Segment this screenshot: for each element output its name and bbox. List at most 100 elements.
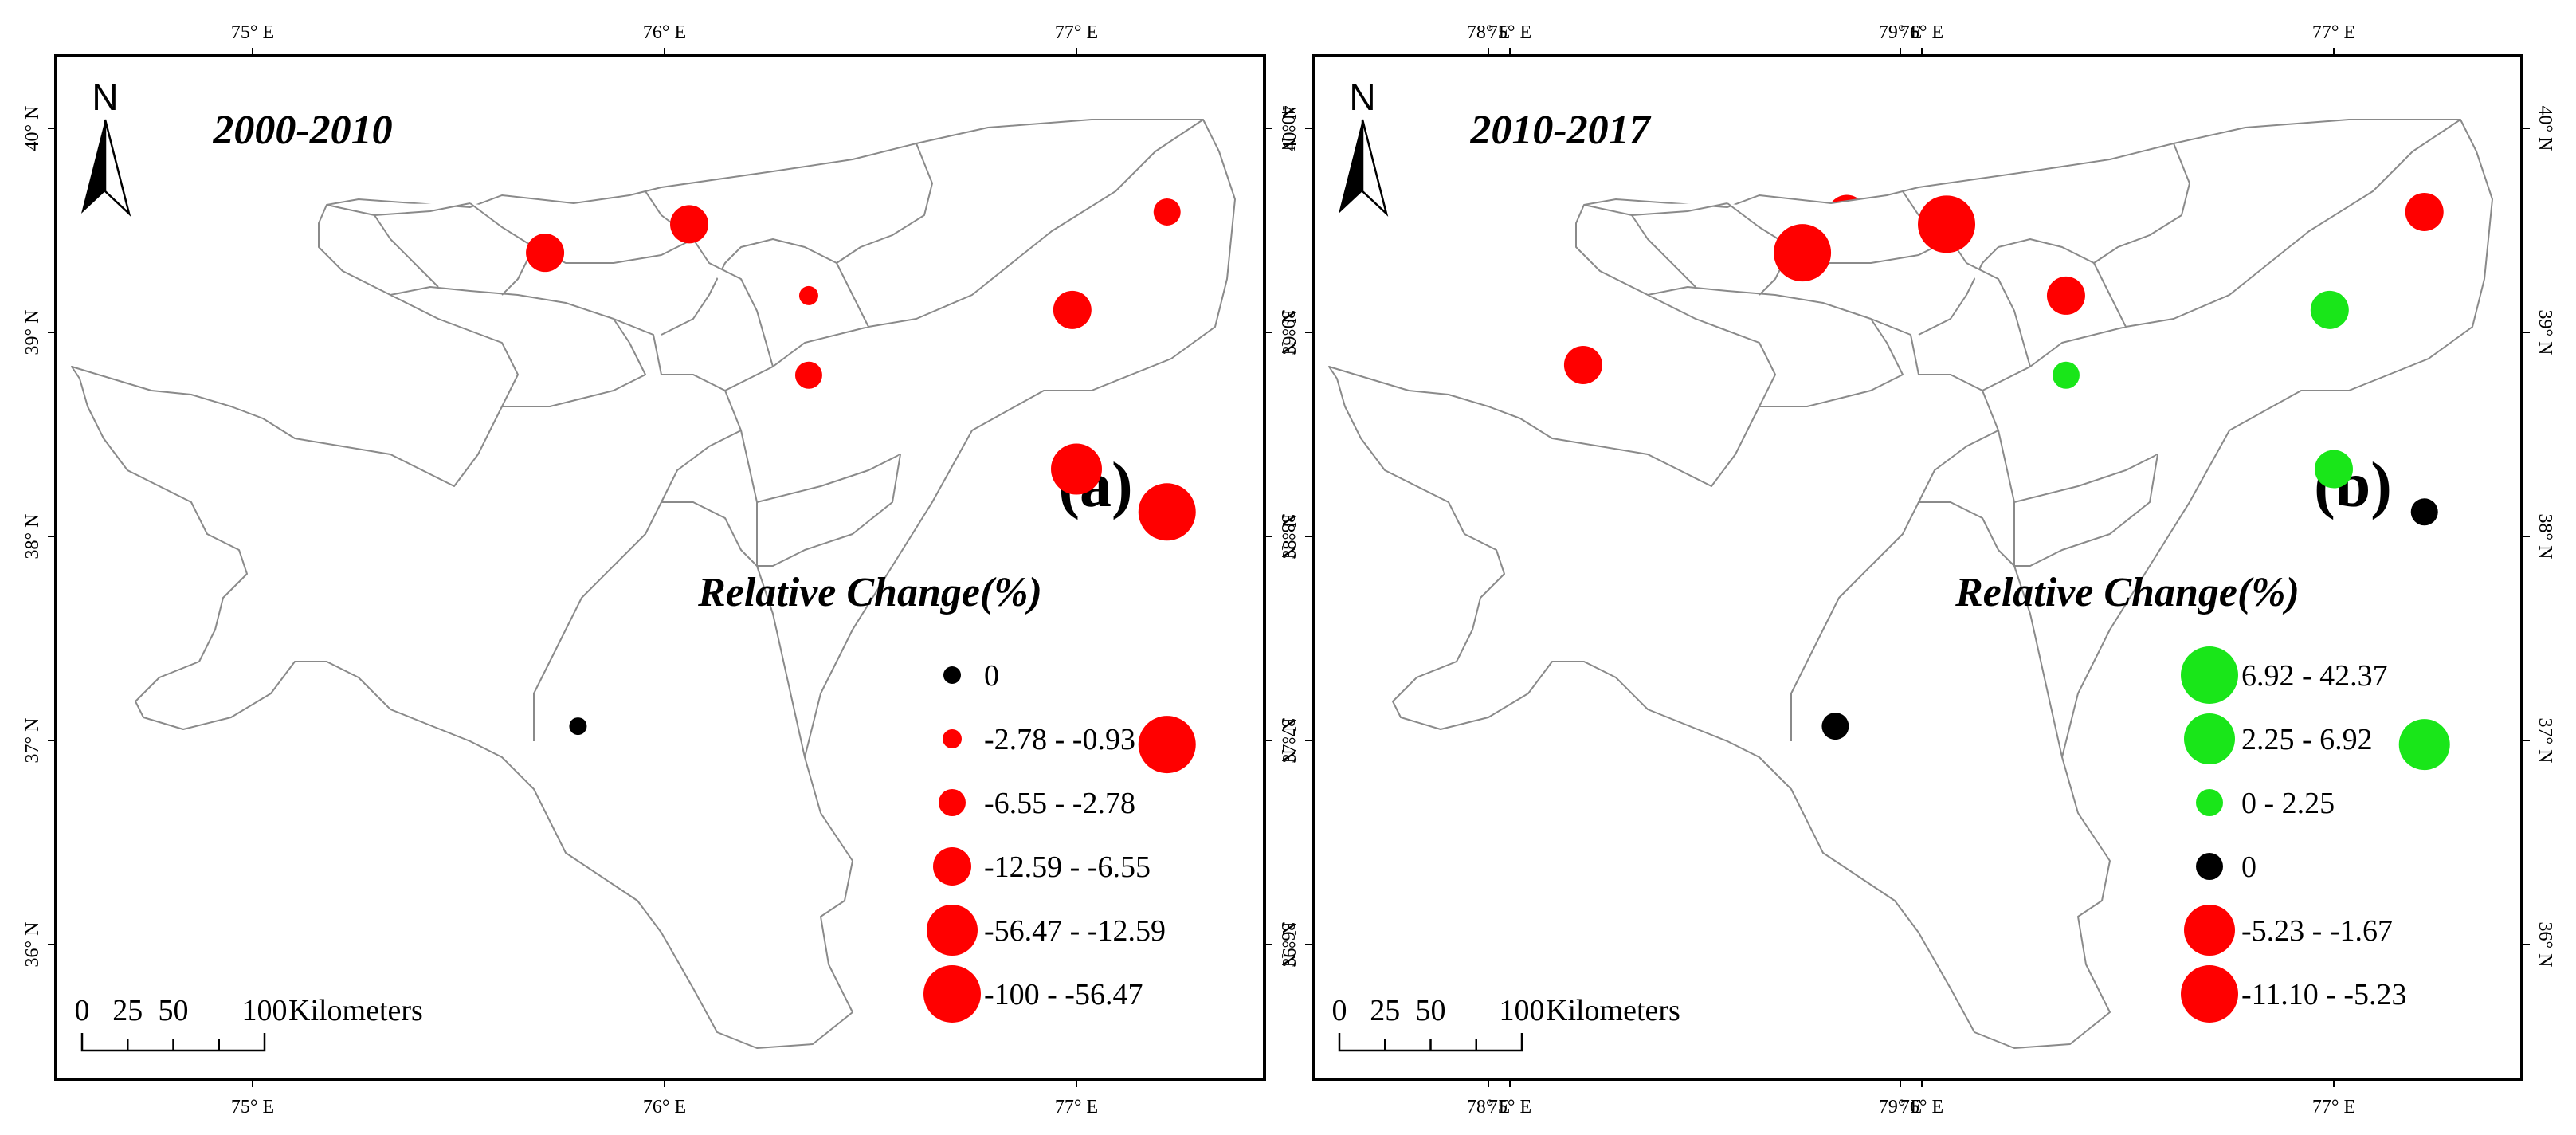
scale-unit-label: Kilometers xyxy=(1546,994,1680,1027)
legend-title: Relative Change(%) xyxy=(697,570,1042,615)
station-marker xyxy=(1153,198,1181,226)
legend-entry-label: 6.92 - 42.37 xyxy=(2241,659,2388,693)
lat-tick-label-right: 40° N xyxy=(1277,106,1298,151)
lat-tick-label-right: 36° N xyxy=(1277,922,1298,968)
map-panel-a: 75° E 75° E 76° E 76° E 77° E 77° E 78° E 78° E… xyxy=(22,22,1922,1117)
station-marker xyxy=(1563,345,1602,384)
lon-tick-label-bottom: 79° E xyxy=(1879,1097,1922,1117)
county-boundary xyxy=(756,565,806,758)
lat-tick-label-left: 39° N xyxy=(1280,310,1300,355)
county-boundary xyxy=(469,202,694,264)
lat-tick-label-left: 36° N xyxy=(22,922,43,968)
legend-symbol xyxy=(2181,965,2238,1023)
lon-tick-label-top: 79° E xyxy=(1879,22,1922,43)
legend-entry-label: -100 - -56.47 xyxy=(984,978,1143,1011)
scale-tick-label: 0 xyxy=(75,994,90,1027)
map-frame xyxy=(54,54,1266,1081)
lat-tick-label-left: 37° N xyxy=(1280,718,1300,764)
county-boundary xyxy=(757,454,901,567)
station-marker xyxy=(2315,450,2353,489)
lat-tick-label-left: 38° N xyxy=(22,514,43,560)
map-panel-b: 75° E 75° E 76° E 76° E 77° E 77° E 78° E 78° E… xyxy=(1280,22,2555,1117)
region-boundary xyxy=(1328,119,2493,1049)
station-marker xyxy=(1051,443,1102,495)
legend-entry-label: -5.23 - -1.67 xyxy=(2241,914,2393,948)
station-marker xyxy=(1918,195,1976,253)
county-boundary xyxy=(374,214,439,288)
county-boundary xyxy=(2093,143,2190,264)
region-boundary xyxy=(71,119,1236,1049)
legend-entry-label: -12.59 - -6.55 xyxy=(984,850,1151,884)
legend-symbol xyxy=(943,666,961,684)
county-boundary xyxy=(1759,318,1904,407)
station-marker xyxy=(2405,192,2444,231)
legend-symbol xyxy=(943,729,962,748)
county-boundary xyxy=(1950,238,2031,367)
county-boundary xyxy=(2013,454,2158,503)
legend-symbol xyxy=(2181,646,2238,704)
legend-entry-label: 2.25 - 6.92 xyxy=(2241,723,2373,756)
county-boundary xyxy=(661,501,758,567)
lat-tick-label-right: 40° N xyxy=(2535,106,2555,151)
county-boundary xyxy=(1919,501,2015,567)
legend-entry-label: -2.78 - -0.93 xyxy=(984,723,1135,756)
county-boundary xyxy=(326,202,471,216)
station-marker xyxy=(2410,498,2438,526)
scale-tick-label: 25 xyxy=(112,994,143,1027)
county-boundary xyxy=(502,318,646,407)
legend-symbol xyxy=(2184,905,2235,956)
period-title: 2010-2017 xyxy=(1469,108,1651,153)
legend-title: Relative Change(%) xyxy=(1955,570,2300,615)
lon-tick-label-bottom: 77° E xyxy=(1055,1097,1098,1117)
period-title: 2000-2010 xyxy=(212,108,392,153)
county-boundary xyxy=(2014,454,2158,567)
legend-entry-label: 0 xyxy=(984,659,999,693)
scale-tick-label: 100 xyxy=(1500,994,1545,1027)
legend-symbol xyxy=(927,905,978,956)
lat-tick-label-left: 40° N xyxy=(1280,106,1300,151)
station-marker xyxy=(2310,290,2349,329)
county-boundary xyxy=(1631,214,1696,288)
station-marker xyxy=(2052,361,2080,389)
legend-symbol xyxy=(939,789,966,816)
station-marker xyxy=(569,717,587,736)
lat-tick-label-right: 39° N xyxy=(2535,310,2555,355)
scale-tick-label: 100 xyxy=(242,994,288,1027)
north-arrow-icon xyxy=(104,119,131,217)
lon-tick-label-top: 76° E xyxy=(643,22,686,43)
lat-tick-label-left: 38° N xyxy=(1280,514,1300,560)
north-arrow-icon xyxy=(1339,120,1362,214)
lon-tick-label-bottom: 77° E xyxy=(2312,1097,2355,1117)
lat-tick-label-right: 39° N xyxy=(1277,310,1298,355)
lon-tick-label-top: 75° E xyxy=(231,22,274,43)
lat-tick-label-left: 37° N xyxy=(22,718,43,764)
legend-entry-label: 0 xyxy=(2241,850,2256,884)
lon-tick-label-top: 77° E xyxy=(1055,22,1098,43)
north-label: N xyxy=(92,77,118,118)
lat-tick-label-right: 37° N xyxy=(2535,718,2555,764)
lon-tick-label-bottom: 75° E xyxy=(1488,1097,1531,1117)
station-marker xyxy=(794,361,822,389)
legend-symbol xyxy=(2196,853,2223,880)
legend-entry-label: -56.47 - -12.59 xyxy=(984,914,1166,948)
lon-tick-label-top: 75° E xyxy=(1488,22,1531,43)
station-marker xyxy=(1053,290,1092,329)
scale-tick-label: 0 xyxy=(1332,994,1347,1027)
lon-tick-label-bottom: 76° E xyxy=(1900,1097,1943,1117)
scale-tick-label: 25 xyxy=(1370,994,1400,1027)
station-marker xyxy=(1774,224,1832,282)
county-boundary xyxy=(2013,565,2063,758)
county-boundary xyxy=(1583,202,1728,216)
lat-tick-label-left: 39° N xyxy=(22,310,43,355)
lat-tick-label-right: 38° N xyxy=(2535,514,2555,560)
lon-tick-label-top: 78° E xyxy=(1467,22,1510,43)
lat-tick-label-left: 36° N xyxy=(1280,922,1300,968)
lat-tick-label-left: 40° N xyxy=(22,106,43,151)
county-boundary xyxy=(756,454,901,503)
scale-tick-label: 50 xyxy=(159,994,189,1027)
station-marker xyxy=(2398,719,2450,771)
legend-entry-label: -6.55 - -2.78 xyxy=(984,787,1135,820)
lon-tick-label-top: 76° E xyxy=(1900,22,1943,43)
map-frame xyxy=(1312,54,2523,1081)
